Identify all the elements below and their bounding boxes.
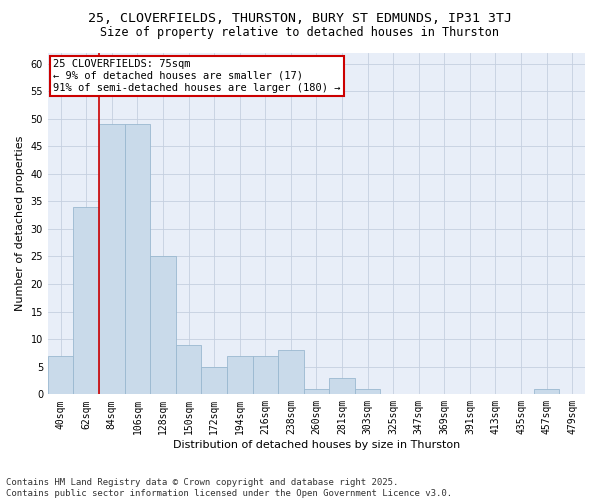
Bar <box>278 350 304 395</box>
Bar <box>304 389 329 394</box>
Bar <box>99 124 125 394</box>
Bar <box>202 367 227 394</box>
Text: 25 CLOVERFIELDS: 75sqm
← 9% of detached houses are smaller (17)
91% of semi-deta: 25 CLOVERFIELDS: 75sqm ← 9% of detached … <box>53 60 341 92</box>
Bar <box>227 356 253 395</box>
Bar <box>329 378 355 394</box>
Bar <box>355 389 380 394</box>
Bar <box>48 356 73 395</box>
Bar <box>150 256 176 394</box>
Text: Size of property relative to detached houses in Thurston: Size of property relative to detached ho… <box>101 26 499 39</box>
Bar <box>253 356 278 395</box>
Text: Contains HM Land Registry data © Crown copyright and database right 2025.
Contai: Contains HM Land Registry data © Crown c… <box>6 478 452 498</box>
Bar <box>125 124 150 394</box>
Bar <box>534 389 559 394</box>
X-axis label: Distribution of detached houses by size in Thurston: Distribution of detached houses by size … <box>173 440 460 450</box>
Bar <box>73 207 99 394</box>
Text: 25, CLOVERFIELDS, THURSTON, BURY ST EDMUNDS, IP31 3TJ: 25, CLOVERFIELDS, THURSTON, BURY ST EDMU… <box>88 12 512 26</box>
Y-axis label: Number of detached properties: Number of detached properties <box>15 136 25 311</box>
Bar <box>176 344 202 395</box>
